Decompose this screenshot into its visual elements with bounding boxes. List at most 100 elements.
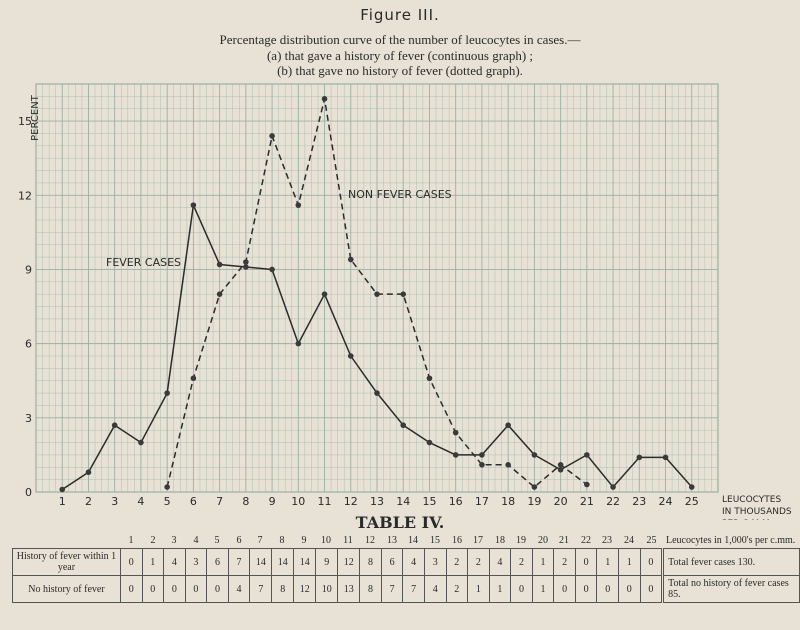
table-cell: 1 — [596, 548, 619, 576]
x-tick-label: 11 — [318, 495, 332, 508]
table-cell: 2 — [445, 575, 469, 603]
table-cell: 10 — [315, 575, 339, 603]
data-point — [688, 484, 695, 490]
table-row: History of fever within 1 year 0 1 4 3 6… — [12, 548, 800, 576]
data-point — [479, 452, 485, 458]
x-axis-label-line-3: PER C.M.M. — [722, 519, 773, 520]
y-axis-label: PERCENT — [30, 94, 41, 141]
table-cell: 8 — [271, 575, 295, 603]
x-tick-label: 14 — [396, 495, 410, 508]
data-point — [636, 454, 643, 461]
data-point — [321, 96, 328, 102]
data-point — [452, 452, 459, 458]
data-point — [269, 133, 275, 139]
table-cell: 3 — [423, 548, 447, 576]
x-tick-label: 25 — [685, 495, 699, 508]
table-cell: 14 — [271, 548, 295, 576]
data-point — [190, 202, 197, 208]
data-point — [216, 291, 223, 297]
table-header-number: 18 — [495, 535, 505, 546]
table-header-number: 22 — [581, 535, 591, 546]
x-tick-label: 10 — [291, 495, 305, 508]
table-cell: 9 — [315, 548, 339, 576]
table-cell: 7 — [402, 575, 425, 603]
table-cell: 0 — [119, 575, 143, 603]
table-header-number: 7 — [257, 535, 263, 546]
table-cell: 8 — [359, 575, 382, 603]
table-cell: 12 — [337, 548, 361, 576]
data-point — [531, 452, 538, 458]
table-header-number: 9 — [301, 535, 307, 546]
data-point — [662, 454, 669, 461]
y-tick-label: 12 — [18, 189, 32, 202]
table-cell: 1 — [488, 575, 512, 603]
table-cell: 0 — [206, 575, 229, 603]
table-cell: 0 — [618, 575, 641, 603]
figure-caption-line-2: (a) that gave a history of fever (contin… — [266, 48, 534, 63]
table-cell: 2 — [445, 548, 469, 576]
table-header-number: 1 — [128, 535, 134, 546]
data-point — [557, 462, 564, 468]
leucocyte-distribution-chart: 1 2 3 4 5 6 7 8 9 10 11 12 13 14 15 16 17 18 19 20 21 22 23 24 2… — [18, 83, 792, 520]
table-cell: 6 — [380, 548, 404, 576]
data-point — [584, 452, 590, 458]
x-tick-label: 16 — [449, 495, 463, 508]
table-cell: 0 — [596, 575, 619, 603]
figure-caption-line-3: (b) that gave no history of fever (dotte… — [277, 63, 523, 78]
x-tick-label: 7 — [216, 495, 223, 508]
x-tick-label: 2 — [85, 495, 92, 508]
x-tick-label: 15 — [422, 495, 436, 508]
data-point — [557, 466, 564, 473]
figure-caption-line-1: Percentage distribution curve of the num… — [219, 32, 581, 47]
table-title: TABLE IV. — [355, 513, 445, 532]
table-header-number: 23 — [602, 535, 612, 546]
data-point — [505, 462, 511, 468]
data-point — [243, 259, 249, 265]
table-cell: 0 — [574, 548, 598, 576]
data-point — [374, 291, 380, 297]
y-tick-label: 6 — [25, 338, 32, 351]
x-tick-label: 5 — [164, 495, 171, 508]
table-header-number: 20 — [538, 535, 548, 546]
x-tick-label: 18 — [501, 495, 515, 508]
y-tick-label: 9 — [25, 263, 32, 276]
x-tick-label: 24 — [659, 495, 673, 508]
table-cell: 7 — [380, 575, 404, 603]
table-header-number: 17 — [473, 535, 483, 546]
x-axis-label-line-2: IN THOUSANDS — [722, 507, 792, 517]
x-tick-label: 22 — [606, 495, 620, 508]
table-cell: 0 — [141, 575, 165, 603]
table-cell: 13 — [337, 575, 361, 603]
table-cell: 2 — [467, 548, 490, 576]
x-tick-label: 13 — [370, 495, 384, 508]
data-point — [347, 256, 354, 263]
table-cell: 3 — [184, 548, 208, 576]
table-cell: 4 — [402, 548, 425, 576]
data-point — [85, 469, 92, 476]
data-point — [426, 439, 433, 446]
data-point — [347, 353, 354, 359]
data-point — [216, 261, 223, 268]
table-cell: 7 — [227, 548, 251, 576]
table-cell: 2 — [553, 548, 576, 576]
annotation-non-fever-cases: NON FEVER CASES — [348, 188, 452, 201]
data-point — [426, 375, 433, 382]
table-header-number: 11 — [343, 535, 353, 546]
data-point — [321, 291, 328, 297]
table-cell: 8 — [359, 548, 382, 576]
data-point — [295, 202, 302, 208]
table-header-number: 15 — [430, 535, 440, 546]
table-cell: 0 — [639, 548, 664, 576]
table-cell: 0 — [184, 575, 208, 603]
table-cell: 2 — [510, 548, 533, 576]
data-point — [610, 484, 616, 490]
table-header-number: 14 — [408, 535, 418, 546]
figure-title: Figure III. — [360, 6, 440, 24]
x-tick-label: 3 — [111, 495, 118, 508]
table-header-number: 5 — [214, 535, 220, 546]
table-header-number: 19 — [516, 535, 526, 546]
data-point — [269, 266, 275, 273]
table-header-number: 2 — [150, 535, 156, 546]
table-cell: 1 — [467, 575, 490, 603]
x-tick-label: 8 — [242, 495, 249, 508]
